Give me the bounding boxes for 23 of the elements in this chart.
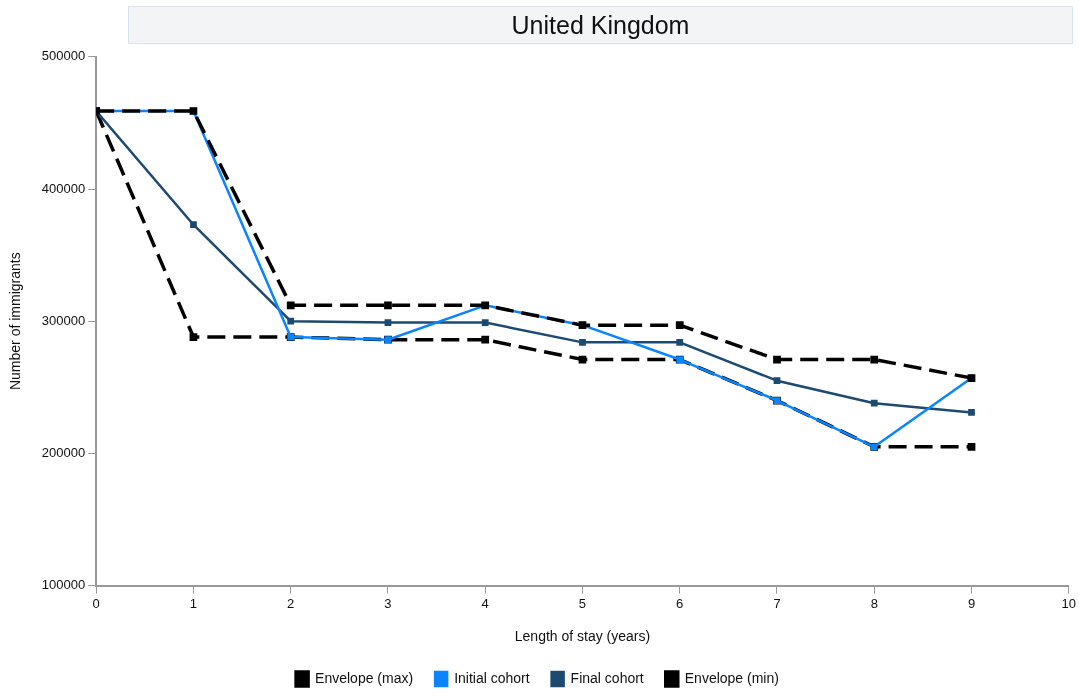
legend-label: Envelope (min) xyxy=(684,669,779,686)
y-axis-title: Number of immigrants xyxy=(7,252,24,391)
x-tick-label: 6 xyxy=(676,595,684,611)
y-tick-label: 400000 xyxy=(41,180,86,196)
legend-label: Final cohort xyxy=(570,669,644,686)
y-tick-label: 300000 xyxy=(41,312,86,328)
y-tick-label: 100000 xyxy=(41,577,86,593)
x-tick-label: 4 xyxy=(481,595,489,611)
x-tick-label: 0 xyxy=(92,595,100,611)
x-tick-label: 2 xyxy=(287,595,295,611)
chart-title: United Kingdom xyxy=(128,6,1073,44)
x-tick-label: 9 xyxy=(967,595,976,611)
x-tick-label: 1 xyxy=(189,595,198,611)
x-tick-label: 5 xyxy=(578,595,587,611)
x-tick-label: 7 xyxy=(773,595,781,611)
y-tick-label: 200000 xyxy=(41,444,86,460)
x-tick-label: 3 xyxy=(384,595,392,611)
x-tick-label: 8 xyxy=(870,595,878,611)
y-tick-label: 500000 xyxy=(41,48,86,64)
x-axis-title: Length of stay (years) xyxy=(514,628,651,645)
legend-label: Envelope (max) xyxy=(315,669,414,686)
x-tick-label: 10 xyxy=(1061,595,1076,611)
legend-label: Initial cohort xyxy=(454,669,530,686)
